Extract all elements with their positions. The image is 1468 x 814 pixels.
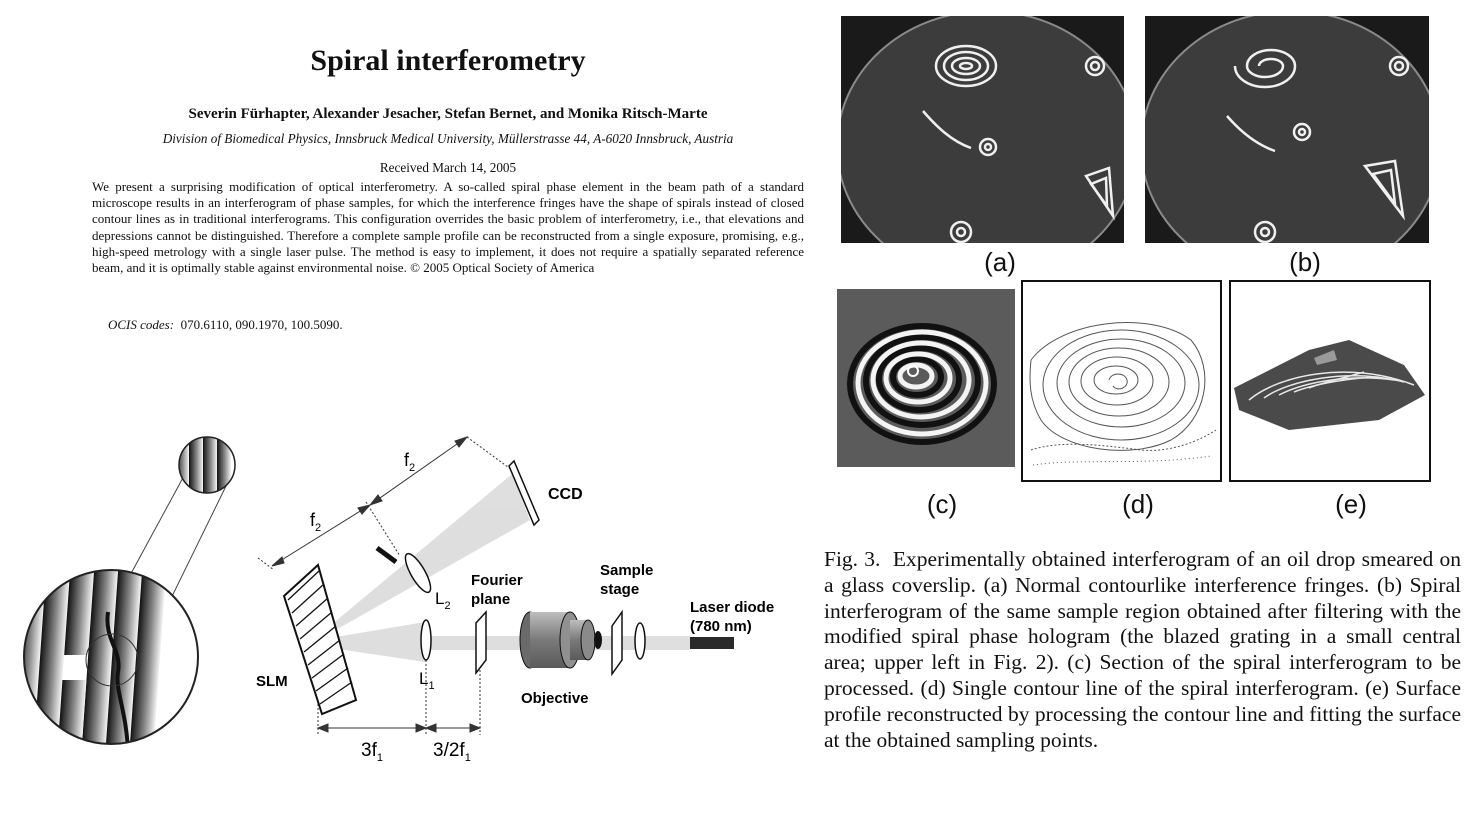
panel-d-image	[1021, 280, 1222, 482]
paper-title: Spiral interferometry	[310, 44, 586, 77]
panel-b-image	[1145, 16, 1429, 243]
label-ccd: CCD	[548, 486, 583, 503]
abstract-text: We present a surprising modification of …	[92, 179, 804, 276]
panel-e-label: (e)	[1335, 489, 1367, 519]
panel-d-label: (d)	[1122, 489, 1154, 519]
setup-diagram: CCD f2 f2 L2 L1 Fourier plane Sample sta…	[23, 435, 774, 764]
label-l1: L1	[419, 669, 435, 692]
label-plane: plane	[471, 591, 510, 608]
label-l2: L2	[435, 589, 451, 612]
beam-block	[375, 545, 398, 565]
label-slm: SLM	[256, 673, 288, 690]
slm-device	[282, 563, 358, 716]
panel-e-image	[1229, 280, 1431, 482]
fork-hologram-circle	[24, 570, 198, 744]
label-f2-top: f2	[404, 450, 415, 474]
sample-stage	[611, 609, 623, 677]
dimension-lines	[257, 435, 513, 735]
fourier-plane	[475, 610, 487, 676]
paper-affiliation: Division of Biomedical Physics, Innsbruc…	[162, 131, 734, 146]
paper-authors: Severin Fürhapter, Alexander Jesacher, S…	[188, 106, 708, 122]
label-fourier: Fourier	[471, 572, 523, 589]
label-dist-3f1: 3f1	[361, 740, 383, 764]
lens-l1	[420, 619, 432, 661]
lens-l2	[404, 552, 432, 594]
label-laser: Laser diode	[690, 599, 774, 616]
panel-c-image	[837, 289, 1015, 467]
ocis-label: OCIS codes:	[108, 317, 175, 332]
panel-b-label: (b)	[1289, 247, 1321, 277]
label-f2-left: f2	[310, 510, 321, 534]
panel-a-label: (a)	[984, 247, 1016, 277]
figure-caption: Fig. 3. Experimentally obtained interfer…	[824, 547, 1461, 753]
condenser-lens	[634, 622, 646, 660]
label-wavelength: (780 nm)	[690, 618, 752, 635]
label-sample: Sample	[600, 562, 653, 579]
objective-lens	[519, 611, 602, 669]
ccd-sensor	[508, 459, 540, 527]
caption-label: Fig. 3.	[824, 547, 881, 571]
received-date: Received March 14, 2005	[379, 160, 517, 175]
label-dist-3-2f1: 3/2f1	[433, 740, 471, 764]
caption-text: Experimentally obtained interferogram of…	[824, 547, 1461, 752]
magnified-detail-circle	[179, 437, 231, 493]
panel-c-label: (c)	[926, 489, 958, 519]
ocis-codes: OCIS codes: 070.6110, 090.1970, 100.5090…	[108, 317, 343, 333]
ocis-values: 070.6110, 090.1970, 100.5090.	[180, 317, 343, 332]
label-stage: stage	[600, 581, 639, 598]
label-objective: Objective	[521, 690, 589, 707]
laser-diode	[690, 637, 734, 649]
panel-a-image	[841, 16, 1124, 243]
